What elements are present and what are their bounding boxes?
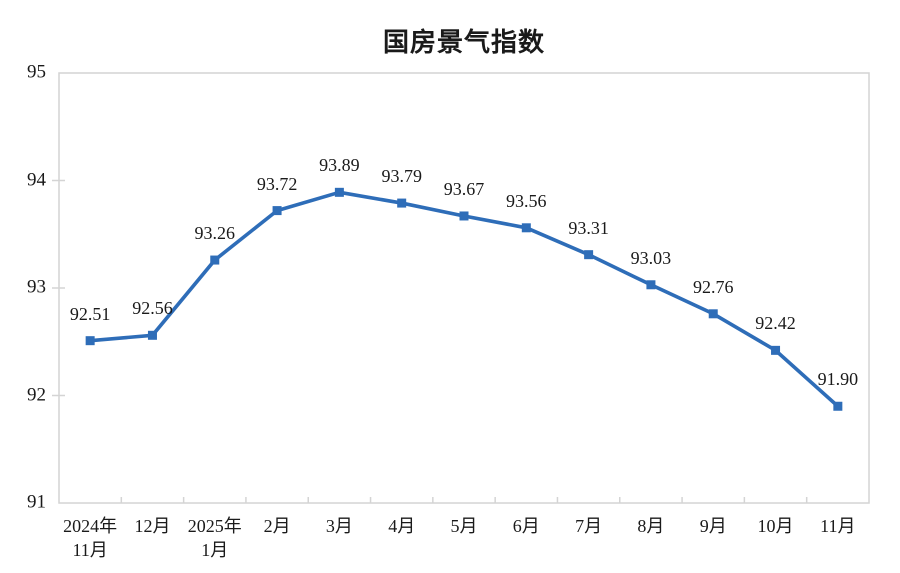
data-point-marker [521,223,531,233]
plot-frame [58,72,870,504]
data-value-label: 91.90 [817,369,859,390]
x-tick-label: 4月 [388,516,416,536]
data-value-label: 93.67 [443,178,485,199]
x-tick-label: 7月 [575,516,603,536]
data-value-label: 93.79 [381,166,422,187]
data-point-marker [210,255,220,265]
data-point-marker [147,330,157,340]
data-point-marker [459,211,469,221]
data-point-marker [646,280,656,290]
data-value-label: 93.89 [319,155,360,176]
x-tick-label: 3月 [325,516,353,536]
data-value-label: 93.72 [256,173,298,194]
x-tick-label: 2月 [263,516,291,536]
data-point-marker [584,250,594,260]
x-tick-label: 10月 [757,516,794,536]
x-tick-label: 8月 [637,516,665,536]
data-point-marker [334,187,344,197]
data-point-marker [833,401,843,411]
data-point-marker [397,198,407,208]
data-point-marker [272,206,282,216]
y-tick-label: 95 [27,61,46,83]
x-tick-label: 2025年 1月 [187,516,242,560]
x-tick-label: 2024年 11月 [63,516,118,560]
data-value-label: 93.03 [630,247,672,268]
y-tick-label: 94 [27,169,46,191]
x-tick-label: 6月 [512,516,540,536]
x-tick-label: 5月 [450,516,478,536]
data-value-label: 93.56 [506,190,547,211]
x-tick-label: 11月 [820,516,856,536]
data-value-label: 92.42 [755,313,796,334]
y-tick-label: 92 [27,384,46,406]
data-value-label: 92.51 [69,303,111,324]
data-value-label: 93.31 [568,217,609,238]
x-tick-label: 9月 [699,516,727,536]
y-tick-label: 93 [27,276,46,298]
chart-title: 国房景气指数 [382,27,545,57]
x-tick-label: 12月 [134,516,171,536]
data-value-label: 92.76 [692,276,734,297]
data-point-marker [708,309,718,319]
y-tick-label: 91 [27,491,46,513]
data-point-marker [771,345,781,355]
data-value-label: 92.56 [132,298,173,319]
data-point-marker [85,336,95,346]
data-value-label: 93.26 [194,223,236,244]
